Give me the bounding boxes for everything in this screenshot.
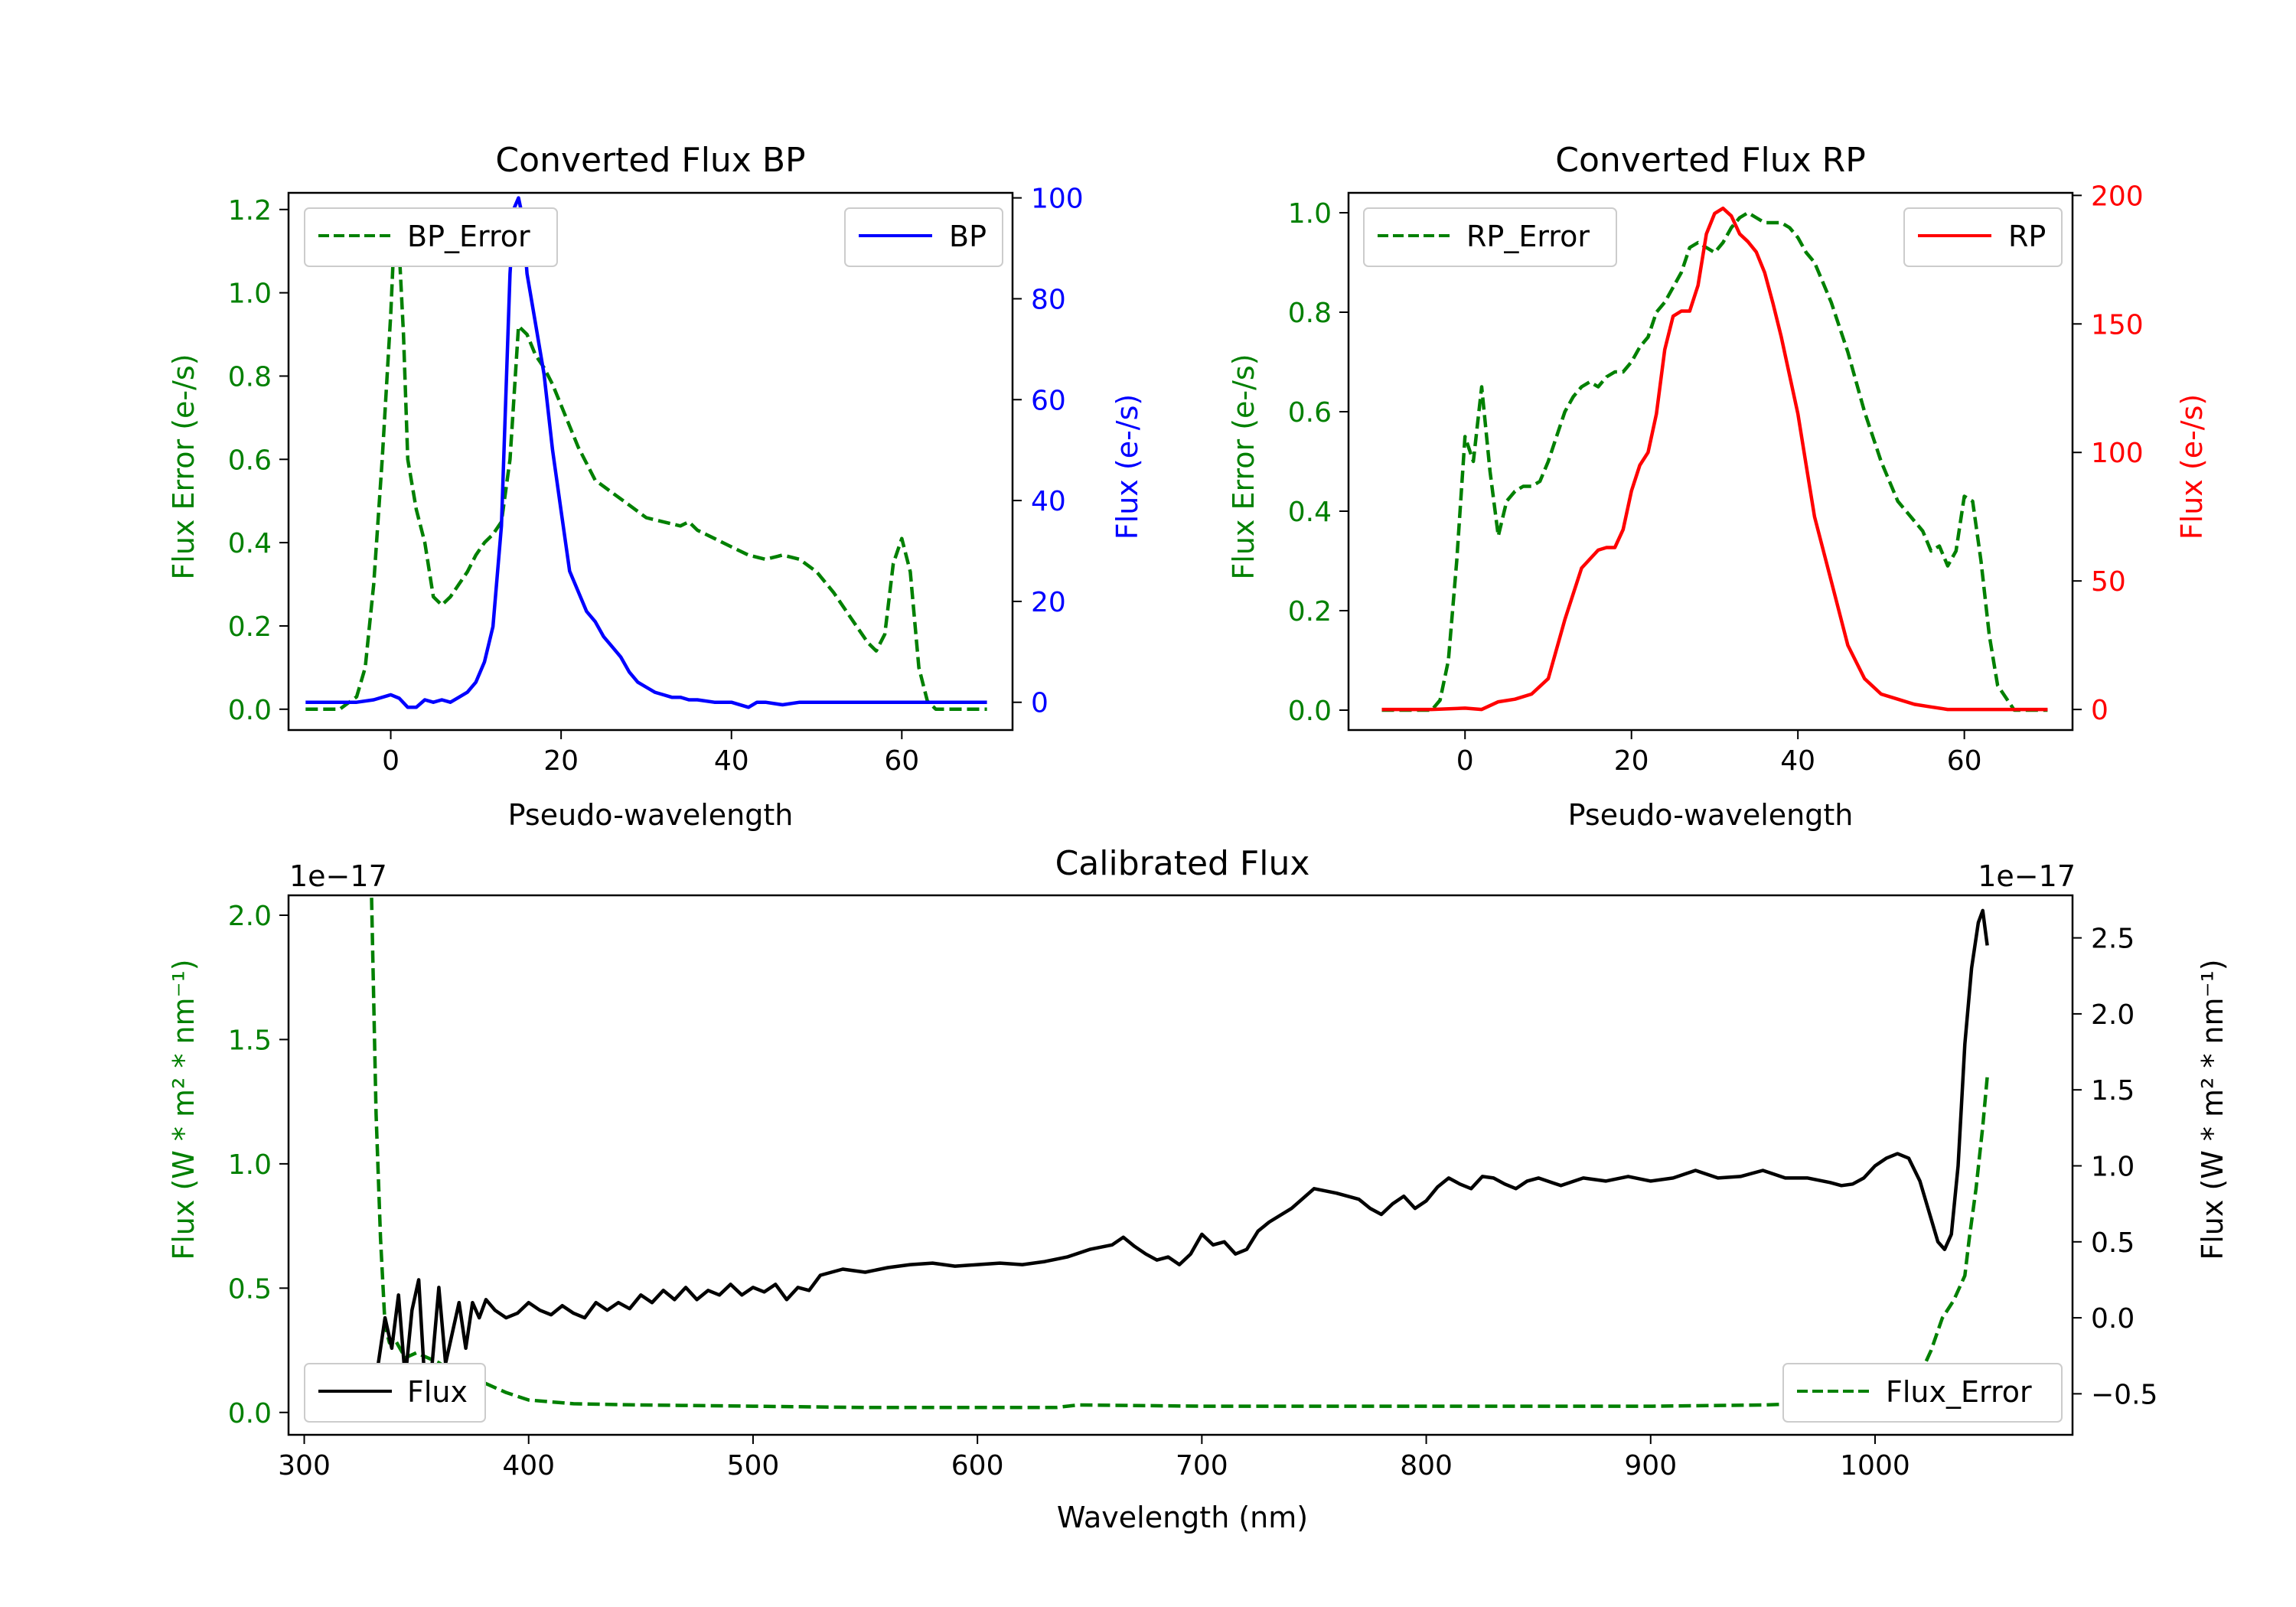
rp-right-ytick-label: 200 bbox=[2091, 181, 2144, 212]
cal-xlabel: Wavelength (nm) bbox=[1057, 1501, 1308, 1534]
cal-right-axis-label: Flux (W * m² * nm⁻¹) bbox=[2196, 959, 2229, 1260]
cal-left-ytick-label: 1.5 bbox=[228, 1025, 272, 1056]
cal-left-ytick-label: 1.0 bbox=[228, 1149, 272, 1181]
cal-xtick-label: 900 bbox=[1624, 1450, 1677, 1482]
cal-xtick-label: 1000 bbox=[1840, 1450, 1910, 1482]
bp-left-ytick-label: 0.4 bbox=[228, 528, 272, 559]
bp-right-ytick-label: 80 bbox=[1031, 284, 1066, 315]
cal-title: Calibrated Flux bbox=[1055, 844, 1310, 883]
cal-legend-flux: Flux bbox=[304, 1363, 486, 1423]
cal-right-ytick-label: 1.0 bbox=[2091, 1151, 2135, 1182]
rp-xtick-label: 20 bbox=[1614, 745, 1649, 777]
rp-right-ytick-label: 50 bbox=[2091, 566, 2126, 598]
bp-left-ytick-label: 1.0 bbox=[228, 279, 272, 310]
cal-series-flux-error bbox=[370, 898, 1989, 1410]
rp-left-ytick-label: 0.0 bbox=[1288, 696, 1332, 727]
rp-plot: 0 20 40 60 0.0 0.2 0.4 0.6 0.8 1.0 0 50 100 150 200 bbox=[1288, 181, 2144, 777]
cal-series-group bbox=[370, 898, 1989, 1410]
cal-left-ytick-label: 0.0 bbox=[228, 1398, 272, 1429]
cal-right-ytick-label: 2.5 bbox=[2091, 924, 2135, 955]
cal-right-ytick-label: 0.5 bbox=[2091, 1227, 2135, 1259]
cal-series-flux bbox=[370, 908, 1989, 1410]
bp-legend-flux-label: BP bbox=[949, 220, 987, 253]
rp-series-rp bbox=[1381, 206, 2048, 712]
rp-left-ytick-label: 0.6 bbox=[1288, 397, 1332, 429]
bp-left-ytick-label: 0.2 bbox=[228, 611, 272, 643]
cal-left-ytick-label: 0.5 bbox=[228, 1273, 272, 1305]
rp-xtick-label: 60 bbox=[1947, 745, 1982, 777]
bp-series-bp-error bbox=[305, 216, 987, 712]
rp-left-ytick-label: 0.4 bbox=[1288, 497, 1332, 528]
bp-left-ytick-label: 0.0 bbox=[228, 695, 272, 726]
bp-legend-error-label: BP_Error bbox=[407, 220, 530, 253]
bp-right-ytick-label: 100 bbox=[1031, 184, 1084, 215]
rp-left-axis-label: Flux Error (e-/s) bbox=[1227, 354, 1261, 579]
bp-xtick-label: 60 bbox=[884, 745, 919, 777]
panel-rp: Converted Flux RP 0 20 40 60 0.0 0.2 0.4 0.6 0.8… bbox=[1227, 141, 2209, 832]
cal-xtick-label: 800 bbox=[1400, 1450, 1453, 1482]
bp-right-ytick-label: 0 bbox=[1031, 688, 1049, 719]
rp-axes-frame bbox=[1347, 191, 2074, 732]
cal-xtick-label: 700 bbox=[1176, 1450, 1228, 1482]
rp-legend-error: RP_Error bbox=[1363, 207, 1617, 267]
rp-left-ytick-label: 0.2 bbox=[1288, 596, 1332, 627]
cal-legend-error-label: Flux_Error bbox=[1886, 1375, 2032, 1409]
rp-series-rp-error bbox=[1381, 210, 2048, 712]
rp-xtick-label: 40 bbox=[1780, 745, 1815, 777]
cal-legend-error: Flux_Error bbox=[1782, 1363, 2063, 1423]
bp-plot: 0 20 40 60 0.0 0.2 0.4 0.6 0.8 1.0 1.2 0 20 40 60 80 100 bbox=[228, 184, 1084, 777]
bp-legend-flux: BP bbox=[844, 207, 1003, 267]
bp-left-ytick-label: 0.6 bbox=[228, 445, 272, 476]
bp-right-axis-label: Flux (e-/s) bbox=[1110, 394, 1144, 539]
cal-plot: 300 400 500 600 700 800 900 1000 0.0 0.5 1.0 1.5 2.0… bbox=[228, 894, 2157, 1482]
rp-legend-flux-label: RP bbox=[2008, 220, 2046, 253]
bp-xlabel: Pseudo-wavelength bbox=[508, 798, 794, 832]
cal-left-axis-label: Flux (W * m² * nm⁻¹) bbox=[167, 959, 201, 1260]
cal-left-offset-text: 1e−17 bbox=[289, 859, 387, 893]
bp-series-bp bbox=[305, 196, 987, 709]
bp-left-ytick-label: 0.8 bbox=[228, 361, 272, 393]
cal-left-ytick-label: 2.0 bbox=[228, 901, 272, 932]
bp-right-ytick-label: 40 bbox=[1031, 486, 1066, 517]
cal-xtick-label: 400 bbox=[502, 1450, 555, 1482]
rp-xtick-label: 0 bbox=[1456, 745, 1474, 777]
bp-xtick-label: 20 bbox=[543, 745, 579, 777]
rp-legend-error-label: RP_Error bbox=[1466, 220, 1590, 253]
bp-legend-error: BP_Error bbox=[304, 207, 558, 267]
bp-xtick-label: 40 bbox=[714, 745, 749, 777]
bp-series-group bbox=[305, 196, 987, 712]
rp-right-axis-label: Flux (e-/s) bbox=[2175, 394, 2209, 539]
cal-right-ytick-label: 2.0 bbox=[2091, 999, 2135, 1031]
rp-xlabel: Pseudo-wavelength bbox=[1568, 798, 1854, 832]
bp-title: Converted Flux BP bbox=[495, 141, 805, 180]
cal-right-ytick-label: 1.5 bbox=[2091, 1075, 2135, 1107]
rp-left-ytick-label: 0.8 bbox=[1288, 298, 1332, 329]
bp-right-ytick-label: 60 bbox=[1031, 385, 1066, 416]
rp-right-ytick-label: 150 bbox=[2091, 309, 2144, 341]
bp-xtick-label: 0 bbox=[382, 745, 400, 777]
bp-right-ytick-label: 20 bbox=[1031, 587, 1066, 618]
cal-xtick-label: 600 bbox=[951, 1450, 1004, 1482]
cal-right-ytick-label: −0.5 bbox=[2091, 1379, 2157, 1410]
bp-axes-frame bbox=[287, 191, 1014, 732]
cal-right-offset-text: 1e−17 bbox=[1978, 859, 2076, 893]
rp-title: Converted Flux RP bbox=[1555, 141, 1866, 180]
cal-legend-flux-label: Flux bbox=[407, 1375, 468, 1409]
rp-right-ytick-label: 0 bbox=[2091, 695, 2108, 726]
rp-right-ytick-label: 100 bbox=[2091, 438, 2144, 469]
cal-right-ytick-label: 0.0 bbox=[2091, 1303, 2135, 1335]
rp-left-ytick-label: 1.0 bbox=[1288, 198, 1332, 230]
panel-cal: Calibrated Flux 300 400 500 600 700 800 900 100… bbox=[167, 844, 2229, 1534]
panel-bp: Converted Flux BP 0 20 40 60 0.0 0.2 0.4 0.6 0.8… bbox=[167, 141, 1144, 832]
bp-left-axis-label: Flux Error (e-/s) bbox=[167, 354, 201, 579]
cal-xtick-label: 300 bbox=[278, 1450, 331, 1482]
rp-series-group bbox=[1381, 206, 2048, 712]
cal-xtick-label: 500 bbox=[727, 1450, 780, 1482]
bp-left-ytick-label: 1.2 bbox=[228, 195, 272, 227]
rp-legend-flux: RP bbox=[1903, 207, 2063, 267]
